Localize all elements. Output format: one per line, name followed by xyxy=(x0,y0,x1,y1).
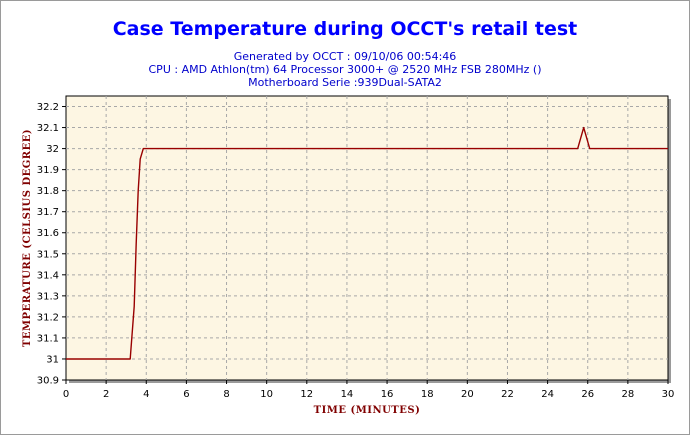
y-tick-label: 31 xyxy=(46,354,59,365)
y-tick-label: 31.5 xyxy=(37,249,59,260)
x-tick-label: 26 xyxy=(581,389,594,400)
chart-subtitle-motherboard: Motherboard Serie :939Dual-SATA2 xyxy=(248,76,442,89)
y-tick-label: 31.6 xyxy=(37,228,59,239)
plot-area xyxy=(65,95,669,381)
x-tick-label: 22 xyxy=(501,389,514,400)
y-tick-label: 32 xyxy=(46,144,59,155)
x-tick-label: 18 xyxy=(421,389,434,400)
x-tick-label: 24 xyxy=(541,389,554,400)
y-tick-label: 32.1 xyxy=(37,123,59,134)
chart-subtitle-generated: Generated by OCCT : 09/10/06 00:54:46 xyxy=(233,50,457,63)
x-tick-label: 6 xyxy=(183,389,189,400)
x-tick-label: 14 xyxy=(341,389,354,400)
x-axis-title: TIME (MINUTES) xyxy=(314,405,421,416)
x-tick-label: 28 xyxy=(621,389,634,400)
y-tick-label: 31.4 xyxy=(37,270,59,281)
y-tick-label: 31.1 xyxy=(37,333,59,344)
y-tick-label: 31.9 xyxy=(37,165,59,176)
tick-labels: 0 2 4 6 8 10 12 14 16 18 20 22 24 26 28 3030.93131.131.… xyxy=(37,102,675,400)
y-tick-label: 31.7 xyxy=(37,207,59,218)
x-tick-label: 8 xyxy=(223,389,229,400)
chart-subtitle-cpu: CPU : AMD Athlon(tm) 64 Processor 3000+ … xyxy=(148,63,542,76)
y-tick-label: 31.2 xyxy=(37,312,59,323)
series-layer xyxy=(66,126,668,360)
x-tick-label: 2 xyxy=(103,389,109,400)
y-tick-label: 30.9 xyxy=(37,376,59,387)
x-tick-label: 0 xyxy=(63,389,69,400)
x-tick-label: 16 xyxy=(381,389,394,400)
series-line xyxy=(66,126,668,360)
y-axis-title: TEMPERATURE (CELSIUS DEGREE) xyxy=(22,129,33,347)
y-tick-label: 32.2 xyxy=(37,102,59,113)
x-tick-label: 20 xyxy=(461,389,474,400)
x-tick-label: 30 xyxy=(662,389,675,400)
tick-marks xyxy=(62,106,669,384)
y-tick-label: 31.8 xyxy=(37,186,59,197)
y-tick-label: 31.3 xyxy=(37,291,59,302)
x-tick-label: 12 xyxy=(300,389,313,400)
chart-title: Case Temperature during OCCT's retail te… xyxy=(112,18,578,40)
x-tick-label: 10 xyxy=(260,389,273,400)
grid-lines xyxy=(66,96,668,380)
x-tick-label: 4 xyxy=(143,389,149,400)
